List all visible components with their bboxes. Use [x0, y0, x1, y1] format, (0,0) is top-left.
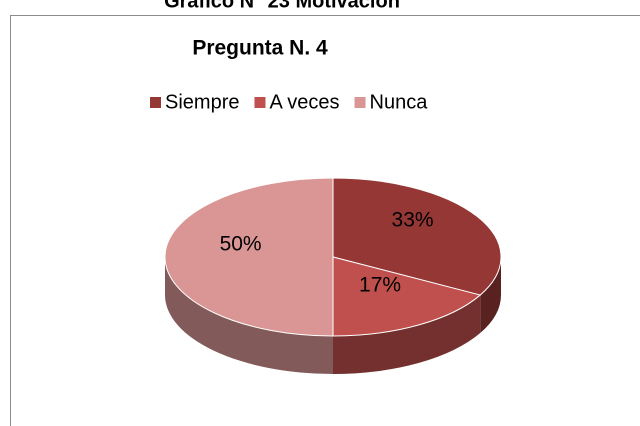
legend-swatch [254, 97, 266, 108]
legend-label: A veces [269, 91, 339, 113]
pie-side [165, 257, 333, 374]
data-label: 50% [220, 233, 262, 256]
chart-title: Pregunta N. 4 [192, 37, 328, 60]
heading: Gráfico N° 23 Motivación [164, 0, 400, 12]
legend-label: Siempre [165, 91, 239, 113]
legend-label: Nunca [370, 91, 429, 113]
legend-swatch [354, 97, 366, 108]
pie-slice [332, 256, 482, 337]
pie-slice [332, 177, 502, 296]
data-label: 17% [359, 273, 401, 296]
pie-side [333, 295, 481, 374]
heading-backdrop [115, 0, 455, 14]
legend-swatch [150, 97, 161, 108]
pie-slice [164, 177, 334, 337]
data-label: 33% [392, 208, 434, 231]
pie-side [480, 257, 501, 334]
